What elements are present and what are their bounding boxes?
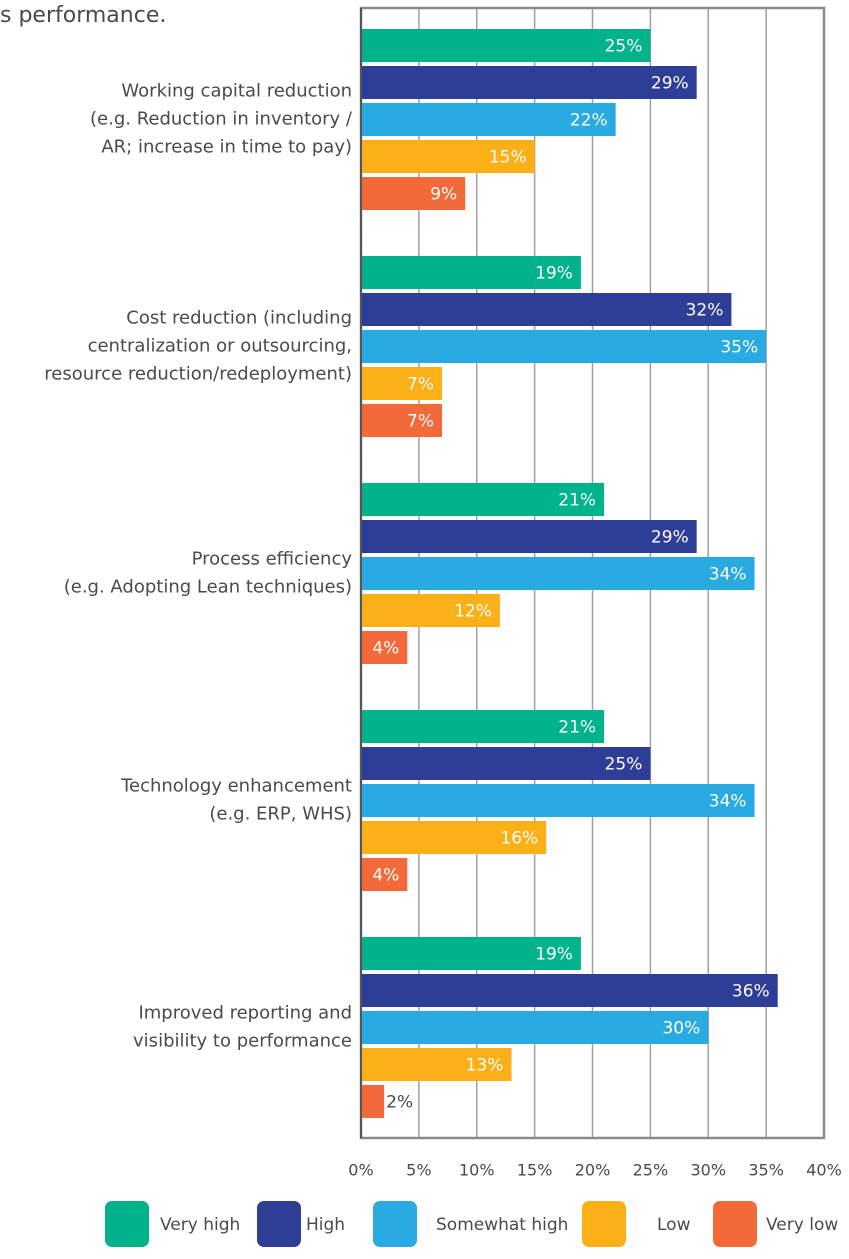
- y-tick-label: visibility to performance: [133, 1031, 352, 1052]
- legend-label: Very high: [160, 1215, 240, 1235]
- data-label: 15%: [489, 148, 527, 168]
- bar: [361, 66, 697, 99]
- x-tick-label: 0%: [348, 1161, 373, 1180]
- y-tick-label: centralization or outsourcing,: [88, 336, 352, 357]
- data-label: 2%: [386, 1093, 413, 1113]
- x-tick-label: 40%: [806, 1161, 842, 1180]
- legend-label: High: [306, 1215, 345, 1235]
- bar: [361, 1085, 385, 1118]
- bar: [361, 974, 778, 1007]
- data-label: 9%: [430, 185, 457, 205]
- y-tick-label: resource reduction/redeployment): [44, 364, 352, 385]
- x-tick-label: 30%: [690, 1161, 726, 1180]
- y-tick-label: Working capital reduction: [121, 81, 352, 102]
- x-tick-label: 15%: [517, 1161, 553, 1180]
- y-tick-label: Improved reporting and: [138, 1003, 352, 1024]
- bar: [361, 293, 732, 326]
- y-tick-label: Process efficiency: [192, 549, 353, 570]
- data-label: 12%: [454, 602, 492, 622]
- legend-swatch: [257, 1201, 301, 1247]
- bar: [361, 103, 616, 136]
- x-tick-label: 35%: [748, 1161, 784, 1180]
- bar: [361, 858, 408, 891]
- legend-label: Very low: [766, 1215, 838, 1235]
- legend-label: Low: [657, 1215, 691, 1235]
- bar: [361, 710, 605, 743]
- y-tick-label: (e.g. Reduction in inventory /: [90, 109, 353, 130]
- bar: [361, 177, 466, 210]
- y-tick-label: Cost reduction (including: [126, 308, 352, 329]
- bar: [361, 140, 535, 173]
- bar: [361, 784, 755, 817]
- x-tick-label: 5%: [406, 1161, 431, 1180]
- bar: [361, 483, 605, 516]
- x-tick-label: 25%: [633, 1161, 669, 1180]
- y-tick-label: (e.g. Adopting Lean techniques): [64, 577, 352, 598]
- data-label: 32%: [686, 301, 724, 321]
- data-label: 4%: [372, 639, 399, 659]
- data-label: 30%: [662, 1019, 700, 1039]
- bar: [361, 631, 408, 664]
- data-label: 21%: [558, 718, 596, 738]
- x-tick-label: 10%: [459, 1161, 495, 1180]
- data-label: 34%: [709, 792, 747, 812]
- data-label: 13%: [466, 1056, 504, 1076]
- legend-swatch: [582, 1201, 626, 1247]
- data-label: 7%: [407, 375, 434, 395]
- y-tick-label: Technology enhancement: [120, 776, 352, 797]
- bar: [361, 520, 697, 553]
- bar: [361, 821, 547, 854]
- data-label: 21%: [558, 491, 596, 511]
- data-label: 19%: [535, 264, 573, 284]
- bar: [361, 1048, 512, 1081]
- data-label: 19%: [535, 945, 573, 965]
- data-label: 34%: [709, 565, 747, 585]
- chart-title: s performance.: [0, 3, 166, 28]
- bar: [361, 256, 581, 289]
- bar: [361, 330, 767, 363]
- bar: [361, 937, 581, 970]
- x-tick-label: 20%: [575, 1161, 611, 1180]
- data-label: 25%: [605, 755, 643, 775]
- y-tick-label: AR; increase in time to pay): [101, 137, 352, 158]
- data-label: 4%: [372, 866, 399, 886]
- data-label: 36%: [732, 982, 770, 1002]
- data-label: 22%: [570, 111, 608, 131]
- data-label: 25%: [605, 37, 643, 57]
- legend-swatch: [105, 1201, 149, 1247]
- bar: [361, 1011, 709, 1044]
- data-label: 35%: [720, 338, 758, 358]
- bar: [361, 367, 443, 400]
- legend-swatch: [373, 1201, 417, 1247]
- data-label: 29%: [651, 528, 689, 548]
- y-tick-label: (e.g. ERP, WHS): [209, 804, 352, 825]
- bar: [361, 404, 443, 437]
- data-label: 7%: [407, 412, 434, 432]
- bar: [361, 557, 755, 590]
- legend-swatch: [713, 1201, 757, 1247]
- bar: [361, 594, 500, 627]
- legend-label: Somewhat high: [436, 1215, 568, 1235]
- bar: [361, 747, 651, 780]
- bar: [361, 29, 651, 62]
- data-label: 29%: [651, 74, 689, 94]
- data-label: 16%: [500, 829, 538, 849]
